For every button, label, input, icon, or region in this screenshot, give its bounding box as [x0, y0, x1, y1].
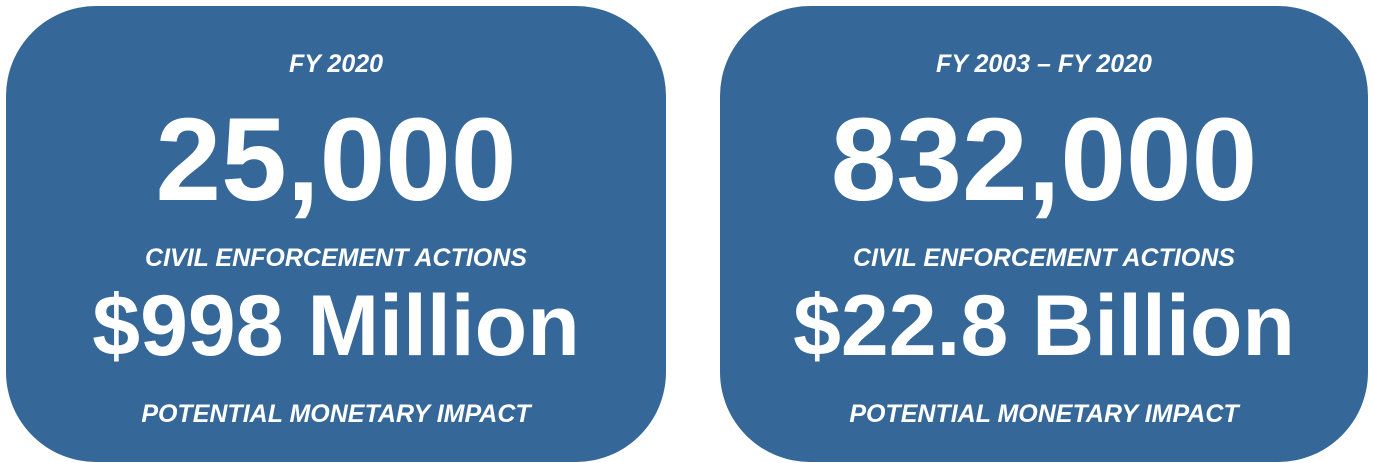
count-label: CIVIL ENFORCEMENT ACTIONS	[853, 244, 1235, 272]
amount: $998 Million	[92, 278, 580, 374]
period: FY 2003 – FY 2020	[936, 50, 1152, 78]
stat-card: FY 2003 – FY 2020 832,000 CIVIL ENFORCEM…	[720, 6, 1368, 462]
count: 25,000	[155, 94, 517, 226]
count-label: CIVIL ENFORCEMENT ACTIONS	[145, 244, 527, 272]
period: FY 2020	[288, 50, 384, 78]
stat-card: FY 2020 25,000 CIVIL ENFORCEMENT ACTIONS…	[6, 6, 666, 462]
amount-label: POTENTIAL MONETARY IMPACT	[141, 400, 531, 428]
amount-label: POTENTIAL MONETARY IMPACT	[849, 400, 1239, 428]
count: 832,000	[830, 94, 1258, 226]
amount: $22.8 Billion	[793, 278, 1295, 374]
